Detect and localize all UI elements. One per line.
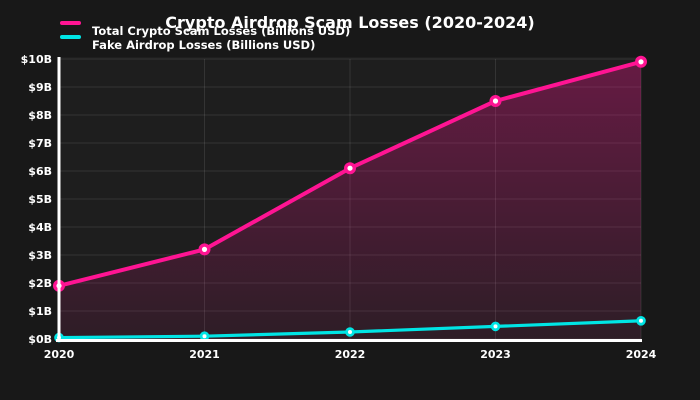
x-axis-tick-label: 2023 [480,348,511,361]
legend-label-total-losses: Total Crypto Scam Losses (Billions USD) [92,24,351,38]
data-point-marker-s0-2023 [489,94,502,107]
data-point-marker-s1-2024 [636,315,646,326]
data-point-marker-s0-2021 [198,243,211,256]
y-axis-tick-label: $2B [28,277,52,290]
legend-label-fake-airdrop-losses: Fake Airdrop Losses (Billions USD) [92,38,316,52]
legend-item-total-losses: Total Crypto Scam Losses (Billions USD) [60,21,350,37]
x-axis-tick-label: 2024 [626,348,657,361]
x-axis-tick-label: 2020 [44,348,75,361]
legend-swatch-fake-airdrop-line-icon [60,35,81,39]
legend-item-fake-airdrop-losses: Fake Airdrop Losses (Billions USD) [60,35,315,51]
data-point-marker-s0-2024 [635,55,648,68]
data-point-marker-s1-2021 [199,331,210,342]
y-axis-tick-label: $0B [28,333,52,346]
x-axis-tick-label: 2022 [335,348,366,361]
y-axis-tick-label: $5B [28,193,52,206]
data-point-marker-s1-2023 [490,321,501,332]
y-axis-tick-label: $3B [28,249,52,262]
data-point-marker-s0-2022 [344,162,357,175]
y-axis-tick-label: $9B [28,81,52,94]
x-axis-tick-label: 2021 [189,348,220,361]
legend-swatch-total-line-icon [60,21,81,25]
y-axis-tick-label: $6B [28,165,52,178]
data-point-marker-s1-2022 [345,327,355,337]
series-area-fill-0 [59,61,641,340]
y-axis-tick-label: $1B [28,305,52,318]
y-axis-tick-label: $7B [28,137,52,150]
y-axis-tick-label: $10B [21,53,52,66]
y-axis-tick-label: $8B [28,109,52,122]
y-axis-tick-label: $4B [28,221,52,234]
